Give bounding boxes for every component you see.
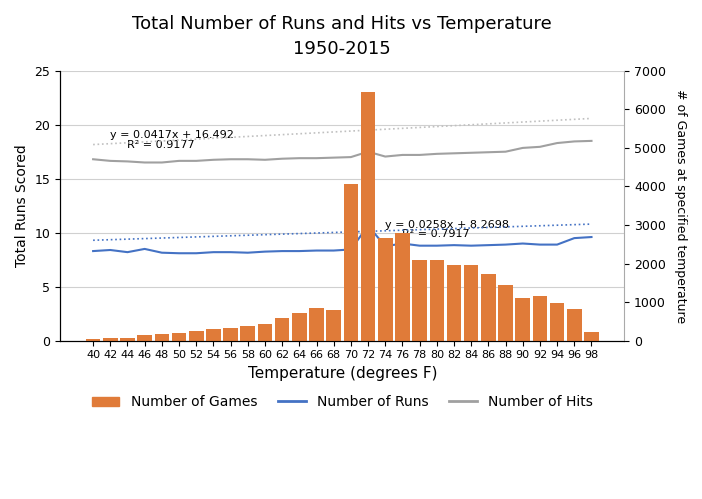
Bar xyxy=(533,296,548,341)
Y-axis label: Total Runs Scored: Total Runs Scored xyxy=(15,144,29,267)
Bar xyxy=(275,318,289,341)
Bar xyxy=(361,92,376,341)
Text: R² = 0.7917: R² = 0.7917 xyxy=(402,230,470,240)
Bar xyxy=(120,338,135,341)
Legend: Number of Games, Number of Runs, Number of Hits: Number of Games, Number of Runs, Number … xyxy=(86,390,599,415)
Bar xyxy=(206,329,220,341)
Bar xyxy=(430,259,444,341)
Bar xyxy=(498,284,513,341)
Bar xyxy=(172,333,186,341)
Bar xyxy=(154,334,169,341)
Bar xyxy=(584,332,599,341)
Bar xyxy=(189,331,204,341)
Bar xyxy=(446,265,461,341)
Bar xyxy=(309,308,324,341)
Bar xyxy=(86,339,100,341)
Bar xyxy=(292,313,307,341)
Bar xyxy=(241,326,255,341)
Bar xyxy=(378,238,392,341)
Bar xyxy=(481,274,496,341)
Bar xyxy=(464,265,479,341)
Bar xyxy=(515,297,530,341)
Bar xyxy=(103,338,118,341)
Bar xyxy=(223,328,238,341)
Bar xyxy=(550,303,564,341)
Text: y = 0.0417x + 16.492: y = 0.0417x + 16.492 xyxy=(110,130,234,140)
Title: Total Number of Runs and Hits vs Temperature
1950-2015: Total Number of Runs and Hits vs Tempera… xyxy=(133,15,552,58)
Bar xyxy=(258,324,272,341)
Bar xyxy=(567,309,582,341)
Bar xyxy=(138,335,152,341)
Bar xyxy=(343,184,358,341)
Y-axis label: # of Games at specified temperature: # of Games at specified temperature xyxy=(674,89,687,323)
Bar xyxy=(326,310,341,341)
Text: R² = 0.9177: R² = 0.9177 xyxy=(128,140,195,150)
Text: y = 0.0258x + 8.2698: y = 0.0258x + 8.2698 xyxy=(385,220,509,230)
Bar xyxy=(412,259,427,341)
X-axis label: Temperature (degrees F): Temperature (degrees F) xyxy=(248,366,437,381)
Bar xyxy=(395,233,410,341)
